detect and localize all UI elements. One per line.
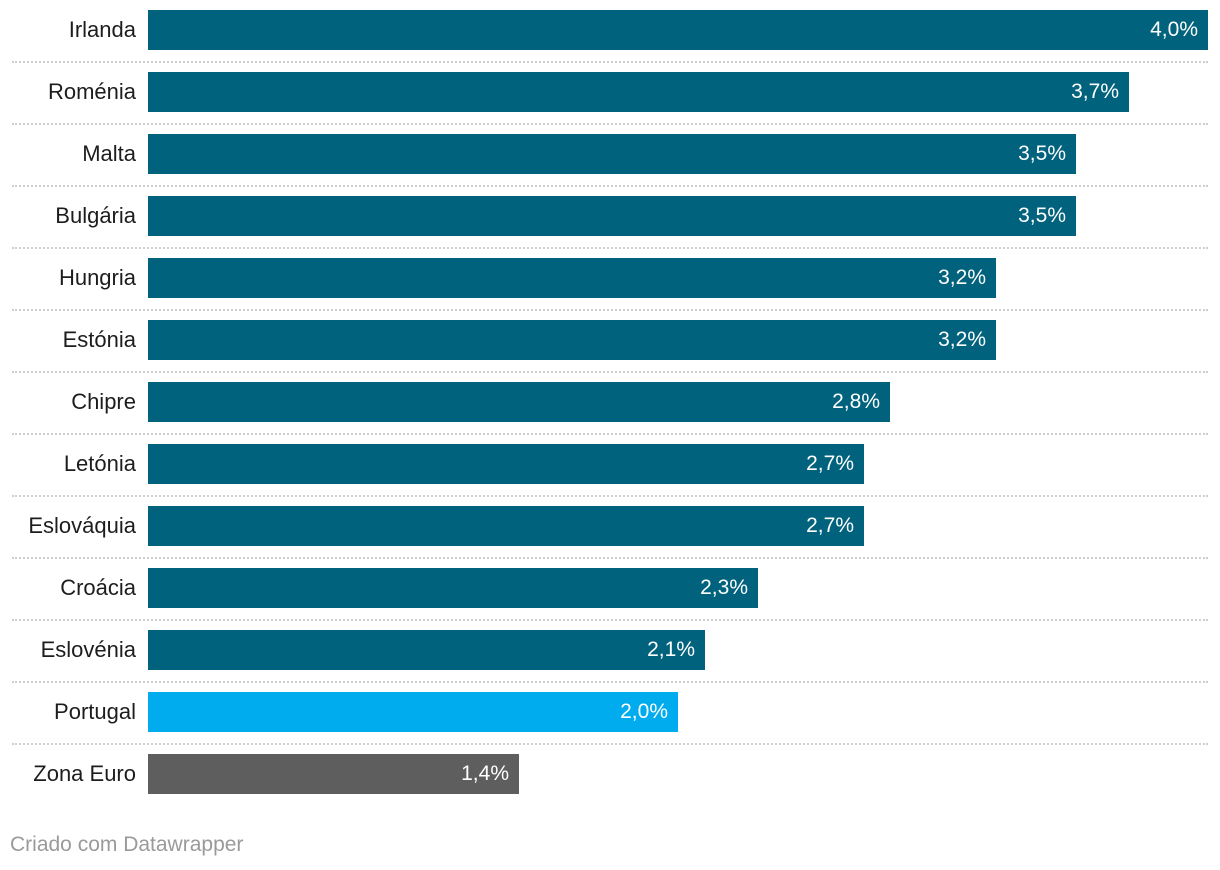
value-label: 2,7% — [806, 452, 854, 475]
category-label: Chipre — [71, 389, 136, 414]
category-label: Zona Euro — [33, 761, 136, 786]
bar-row: Chipre 2,8% — [0, 382, 1220, 444]
bar-row: Roménia 3,7% — [0, 72, 1220, 134]
category-label: Letónia — [63, 451, 136, 476]
category-label: Croácia — [60, 575, 136, 600]
category-label: Estónia — [62, 327, 136, 352]
category-label: Portugal — [54, 699, 136, 724]
bar[interactable]: 3,2% — [148, 320, 996, 360]
row-separator — [12, 371, 1208, 373]
bar[interactable]: 3,5% — [148, 134, 1076, 174]
bar[interactable]: 2,3% — [148, 568, 758, 608]
value-label: 3,5% — [1018, 204, 1066, 227]
row-separator — [12, 495, 1208, 497]
bar-row: Zona Euro 1,4% — [0, 754, 1220, 816]
value-label: 2,3% — [700, 576, 748, 599]
row-separator — [12, 247, 1208, 249]
bar[interactable]: 2,7% — [148, 506, 864, 546]
bar-row: Bulgária 3,5% — [0, 196, 1220, 258]
value-label: 3,2% — [938, 266, 986, 289]
bar[interactable]: 3,5% — [148, 196, 1076, 236]
category-label: Bulgária — [55, 203, 136, 228]
bar-row: Estónia 3,2% — [0, 320, 1220, 382]
bar-row: Hungria 3,2% — [0, 258, 1220, 320]
value-label: 4,0% — [1150, 18, 1198, 41]
bar-row: Croácia 2,3% — [0, 568, 1220, 630]
value-label: 3,7% — [1071, 80, 1119, 103]
value-label: 2,1% — [647, 638, 695, 661]
row-separator — [12, 681, 1208, 683]
value-label: 2,8% — [832, 390, 880, 413]
category-label: Roménia — [47, 79, 136, 104]
bar-row: Eslováquia 2,7% — [0, 506, 1220, 568]
row-separator — [12, 185, 1208, 187]
row-separator — [12, 309, 1208, 311]
row-separator — [12, 123, 1208, 125]
bar-row: Portugal 2,0% — [0, 692, 1220, 754]
row-separator — [12, 619, 1208, 621]
bar[interactable]: 2,7% — [148, 444, 864, 484]
bar-row: Eslovénia 2,1% — [0, 630, 1220, 692]
value-label: 2,7% — [806, 514, 854, 537]
row-separator — [12, 557, 1208, 559]
category-label: Eslovénia — [40, 637, 136, 662]
bar-row: Malta 3,5% — [0, 134, 1220, 196]
bar[interactable]: 3,2% — [148, 258, 996, 298]
category-label: Irlanda — [68, 17, 136, 42]
bar-chart: Irlanda 4,0% Roménia 3,7% Malta 3,5% Bulgária 3… — [0, 10, 1220, 794]
value-label: 3,2% — [938, 328, 986, 351]
value-label: 1,4% — [461, 762, 509, 785]
bar-row: Irlanda 4,0% — [0, 10, 1220, 72]
credit-text[interactable]: Criado com Datawrapper — [10, 833, 244, 856]
category-label: Malta — [82, 141, 136, 166]
bar[interactable]: 2,0% — [148, 692, 678, 732]
value-label: 2,0% — [620, 700, 668, 723]
value-label: 3,5% — [1018, 142, 1066, 165]
bar[interactable]: 2,1% — [148, 630, 705, 670]
category-label: Eslováquia — [28, 513, 136, 538]
bar-row: Letónia 2,7% — [0, 444, 1220, 506]
category-label: Hungria — [58, 265, 136, 290]
bar[interactable]: 4,0% — [148, 10, 1208, 50]
bar[interactable]: 3,7% — [148, 72, 1129, 112]
row-separator — [12, 61, 1208, 63]
row-separator — [12, 433, 1208, 435]
bar[interactable]: 2,8% — [148, 382, 890, 422]
bar[interactable]: 1,4% — [148, 754, 519, 794]
row-separator — [12, 743, 1208, 745]
